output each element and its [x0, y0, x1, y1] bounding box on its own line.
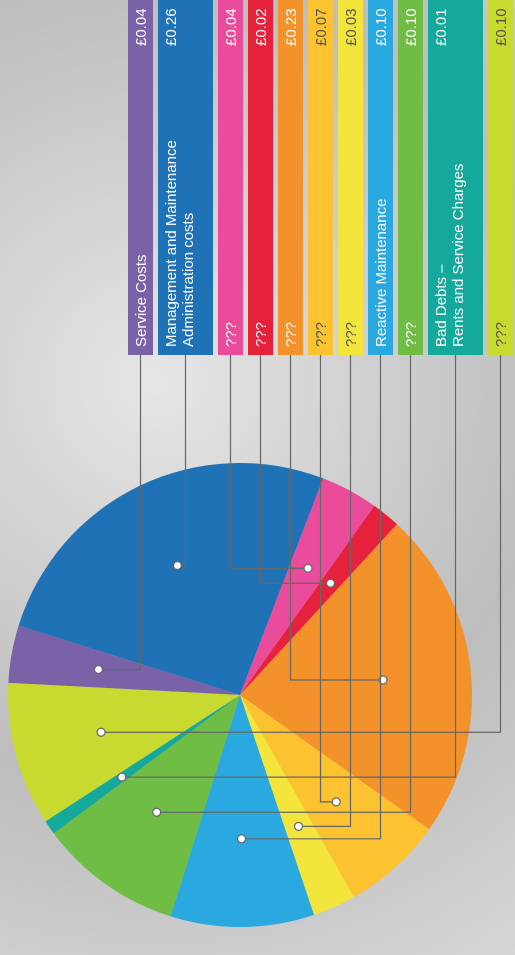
value-label: £0.03	[343, 8, 360, 46]
label-bar: ??? £0.10	[398, 0, 423, 355]
leader-line	[259, 355, 331, 584]
leader-dot	[331, 797, 341, 807]
pie-slice	[8, 625, 241, 695]
category-label: ???	[283, 321, 300, 347]
leader-line	[229, 355, 308, 569]
category-label: ???	[223, 321, 240, 347]
leader-dot	[96, 727, 106, 737]
pie-slice	[18, 462, 324, 695]
pie-slice	[240, 505, 398, 695]
label-bar: ??? £0.10	[488, 0, 513, 355]
leader-line	[319, 355, 337, 803]
label-bar: ??? £0.04	[218, 0, 243, 355]
value-label: £0.04	[223, 8, 240, 46]
label-bar: Reactive Maintenance £0.10	[368, 0, 393, 355]
category-label: ???	[403, 321, 420, 347]
leader-dot	[325, 578, 336, 588]
leader-dot	[172, 560, 182, 571]
category-label: ???	[313, 321, 330, 347]
leader-line	[156, 355, 412, 813]
label-bar: ??? £0.02	[248, 0, 273, 355]
leader-dot	[93, 664, 104, 675]
category-label: Management and Maintenance Administratio…	[163, 140, 197, 347]
value-label: £0.26	[163, 8, 180, 46]
leader-dot	[293, 821, 304, 832]
value-label: £0.02	[253, 8, 270, 46]
value-label: £0.01	[433, 8, 450, 46]
leader-line	[241, 355, 382, 840]
pie-slice	[53, 695, 241, 917]
leader-line	[298, 355, 352, 828]
pie-slice	[240, 695, 430, 898]
label-bar: ??? £0.23	[278, 0, 303, 355]
pie-slice	[240, 695, 354, 915]
label-bar: Service Costs £0.04	[128, 0, 153, 355]
value-label: £0.10	[403, 8, 420, 46]
pie-slice	[240, 524, 473, 830]
leader-dot	[303, 563, 313, 573]
category-label: Reactive Maintenance	[373, 198, 390, 347]
category-label: ???	[493, 321, 510, 347]
value-label: £0.07	[313, 8, 330, 46]
category-label: Bad Debts – Rents and Service Charges	[433, 163, 467, 347]
category-label: ???	[253, 321, 270, 347]
leader-line	[121, 355, 457, 778]
label-bar: Management and Maintenance Administratio…	[158, 0, 213, 355]
label-bar: Bad Debts – Rents and Service Charges £0.…	[428, 0, 483, 355]
leader-dot	[117, 772, 127, 782]
pie-slice	[240, 478, 375, 695]
leader-line	[98, 355, 142, 671]
pie-slice	[45, 695, 240, 834]
pie-slice	[7, 682, 240, 822]
label-bar: ??? £0.07	[308, 0, 333, 355]
category-label: Service Costs	[133, 254, 150, 347]
leader-dot	[236, 834, 247, 844]
leader-line	[289, 355, 384, 681]
pie-slice	[170, 695, 314, 927]
category-label: ???	[343, 321, 360, 347]
value-label: £0.10	[373, 8, 390, 46]
value-label: £0.04	[133, 8, 150, 46]
value-label: £0.23	[283, 8, 300, 46]
leader-line	[101, 355, 502, 733]
value-label: £0.10	[493, 8, 510, 46]
label-bar: ??? £0.03	[338, 0, 363, 355]
leader-dot	[152, 807, 162, 817]
